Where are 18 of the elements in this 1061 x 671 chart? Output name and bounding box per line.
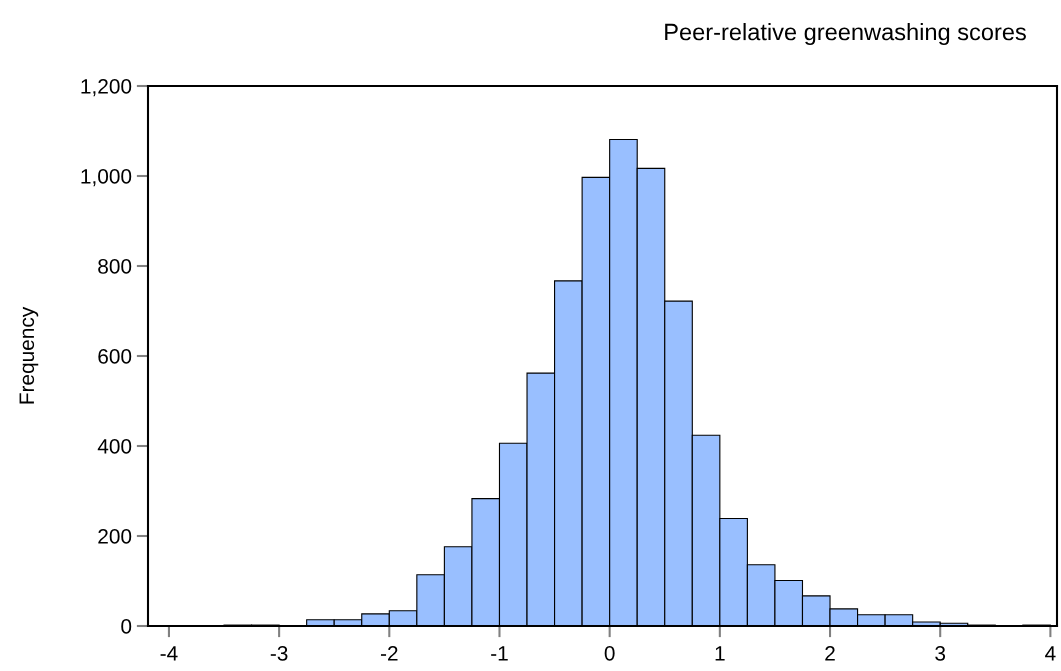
y-tick-label: 800 xyxy=(98,259,132,274)
x-tick-label: 0 xyxy=(604,645,615,661)
x-tick-label: 4 xyxy=(1045,646,1056,661)
y-axis-title: Frequency xyxy=(19,306,39,404)
y-tick-label: 600 xyxy=(98,349,132,364)
x-tick-label: 2 xyxy=(825,645,835,661)
x-tick-label: -4 xyxy=(160,646,178,661)
x-tick-label: -2 xyxy=(380,645,398,661)
y-tick-label: 200 xyxy=(98,529,132,544)
y-tick-label: 0 xyxy=(121,619,132,634)
chart-title: Peer-relative greenwashing scores xyxy=(665,23,1026,45)
x-tick-label: 3 xyxy=(935,645,946,661)
y-tick-label: 1,000 xyxy=(81,169,132,187)
x-tick-label: -3 xyxy=(270,645,288,661)
y-tick-label: 400 xyxy=(97,439,132,454)
x-tick-label: -1 xyxy=(491,646,508,661)
x-tick-label: 1 xyxy=(715,646,725,661)
y-tick-label: 1,200 xyxy=(81,79,132,97)
